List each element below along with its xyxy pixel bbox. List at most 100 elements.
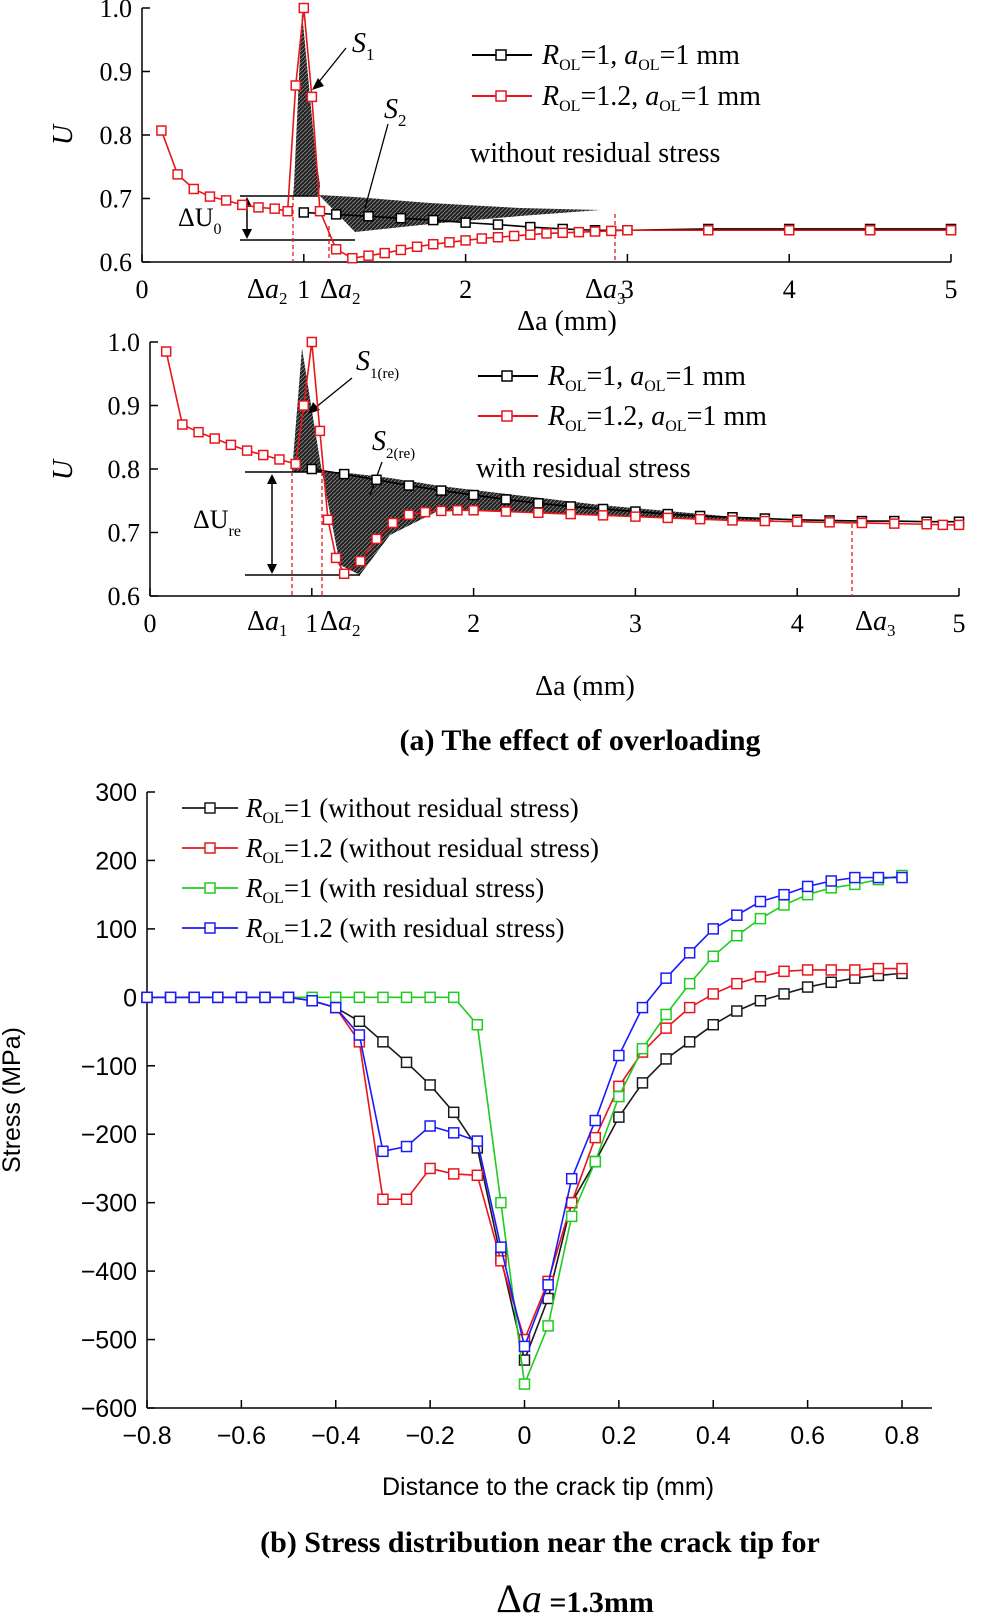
a1-series1-point <box>573 226 585 238</box>
a2-series1-point <box>306 336 318 348</box>
a1-series1-point <box>589 226 601 237</box>
a1-series1-point <box>204 191 216 202</box>
legend-b-marker-1 <box>204 842 216 854</box>
a1-series1-point <box>476 233 488 244</box>
a1-ytick-label: 1.0 <box>100 0 133 23</box>
b-series1-point <box>683 1001 696 1014</box>
a2-series1-point <box>193 426 204 438</box>
b-xtick-label: −0.8 <box>122 1422 171 1450</box>
legend-a2-series2: ROL=1.2, aOL=1 mm <box>547 401 767 435</box>
x-marker-da3-re: Δa3 <box>855 606 896 640</box>
panel-a2-chart: S1(re) S2(re) ΔUre with residual stress … <box>48 328 966 702</box>
b-series1-point <box>424 1162 436 1175</box>
a1-xtick-label: 1 <box>297 275 310 304</box>
a1-series1-point <box>237 199 248 211</box>
legend-a1-series2: ROL=1.2, aOL=1 mm <box>541 81 761 115</box>
legend-b-marker-0 <box>204 802 216 814</box>
a2-series1-point <box>953 519 965 531</box>
b-xtick-label: 0.8 <box>885 1422 920 1450</box>
panel-b-chart: −600 −500 −400 −300 −200 −100 0 100 200 300 −0.8 −0… <box>0 779 932 1501</box>
b-series0-point <box>778 988 790 1000</box>
a1-series1-point <box>156 125 167 136</box>
b-series0-point <box>636 1077 649 1089</box>
b-ytick-label: −600 <box>81 1395 137 1423</box>
a1-ytick-label: 0.8 <box>100 121 133 150</box>
panel-a1-x-markers: Δa2 Δa2 Δa3 <box>247 274 626 308</box>
area-label-s1-re: S1(re) <box>356 346 399 382</box>
panel-a2-ylabel: U <box>48 458 79 480</box>
b-series0-point <box>353 1015 366 1028</box>
x-marker-da2-re: Δa2 <box>320 606 361 640</box>
a2-series1-point <box>435 505 447 517</box>
b-series3-point <box>377 1145 389 1158</box>
legend-a2-series1: ROL=1, aOL=1 mm <box>547 361 746 395</box>
caption-a: (a) The effect of overloading <box>399 724 760 757</box>
a2-series1-point <box>694 513 706 525</box>
b-series2-point <box>565 1210 578 1223</box>
a1-series1-point <box>783 225 795 236</box>
b-series3-point <box>259 991 271 1004</box>
b-xtick-label: −0.2 <box>405 1422 454 1450</box>
b-series0-point <box>613 1111 625 1123</box>
b-series-line-0 <box>147 972 903 1363</box>
b-series1-point <box>471 1169 484 1182</box>
b-series2-point <box>636 1042 649 1055</box>
a1-series1-point <box>864 225 876 236</box>
x-marker-da2-left: Δa2 <box>247 274 288 308</box>
b-series3-point <box>330 1001 342 1014</box>
panel-b-legend: ROL=1 (without residual stress) ROL=1.2 (… <box>182 793 599 947</box>
a2-series0-point <box>500 494 512 505</box>
a2-series1-point <box>274 454 285 465</box>
a2-xtick-label: 0 <box>144 609 157 638</box>
a2-ytick-label: 0.6 <box>108 582 141 611</box>
a1-xtick-label: 3 <box>621 275 634 304</box>
b-series1-point <box>400 1193 413 1205</box>
b-series3-point <box>188 991 200 1004</box>
a1-series1-point <box>172 169 183 180</box>
b-series1-point <box>801 964 814 976</box>
b-series3-point <box>282 991 295 1004</box>
a1-series1-point <box>363 250 374 261</box>
b-series3-point <box>683 947 696 959</box>
a2-series1-point <box>258 449 269 461</box>
a2-ytick-label: 0.9 <box>108 392 141 421</box>
panel-b-ylabel: Stress (MPa) <box>0 1027 26 1173</box>
a2-xtick-label: 2 <box>467 609 480 638</box>
b-ytick-label: 200 <box>95 847 137 875</box>
area-label-s2-re: S2(re) <box>372 426 415 462</box>
b-series3-point <box>164 991 177 1004</box>
b-series1-point <box>731 977 743 990</box>
a2-series1-point <box>241 445 253 456</box>
a1-series1-point <box>508 230 520 242</box>
a1-series0-point <box>330 209 342 220</box>
b-ytick-label: −200 <box>81 1121 137 1149</box>
a1-series0-point <box>492 219 504 230</box>
b-series1-point <box>565 1196 578 1209</box>
b-series0-point <box>377 1036 389 1048</box>
b-series1-point <box>660 1022 672 1034</box>
a1-series0-point <box>363 211 374 222</box>
b-series3-point <box>235 991 248 1004</box>
area-s2-re <box>322 472 860 575</box>
delta-u-re-label: ΔUre <box>193 505 241 540</box>
panel-a1-note: without residual stress <box>470 138 720 169</box>
b-series2-point <box>424 991 436 1004</box>
a1-series1-point <box>460 235 471 246</box>
b-series0-point <box>825 976 837 989</box>
b-series2-point <box>377 991 389 1004</box>
b-series2-point <box>660 1008 672 1021</box>
panel-a2-x-markers: Δa1 Δa2 Δa3 <box>247 606 896 640</box>
b-series3-point <box>731 909 743 921</box>
a2-series1-point <box>419 506 431 518</box>
b-series0-point <box>447 1106 460 1119</box>
a2-series1-point <box>565 508 576 520</box>
a1-ytick-label: 0.7 <box>100 185 133 214</box>
a2-series1-point <box>824 517 835 528</box>
b-series0-point <box>518 1354 531 1366</box>
b-series3-point <box>495 1241 507 1253</box>
a2-series0-point <box>468 489 479 501</box>
b-series3-point <box>872 871 885 884</box>
b-series1-point <box>754 971 767 983</box>
a1-series1-point <box>395 244 407 256</box>
